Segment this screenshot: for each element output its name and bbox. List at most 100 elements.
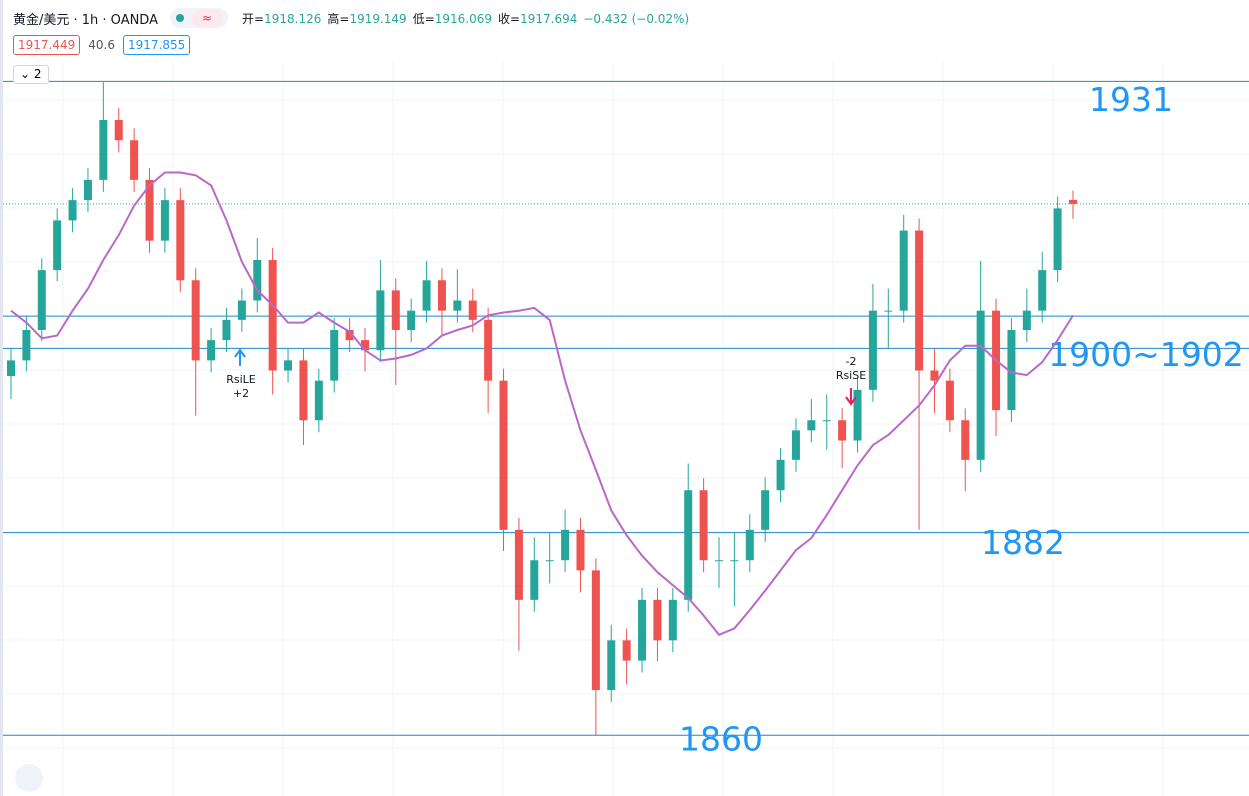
candle-body xyxy=(191,280,200,361)
market-dot xyxy=(175,14,184,22)
candle-body xyxy=(514,529,523,600)
candle-body xyxy=(730,560,739,562)
candle-body xyxy=(915,230,924,371)
candle-body xyxy=(1022,310,1031,330)
candle-body xyxy=(468,300,477,320)
candle-body xyxy=(838,420,847,441)
candle-body xyxy=(99,120,108,180)
symbol[interactable]: 黄金/美元 · 1h · OANDA xyxy=(13,12,158,28)
candle-body xyxy=(961,420,970,460)
signal-label: RsiLE xyxy=(226,373,256,386)
candle-body xyxy=(130,140,139,180)
ohlc-value: 1918.126 xyxy=(264,11,322,26)
candle-body xyxy=(22,329,31,361)
candle-body xyxy=(761,490,770,530)
candle-body xyxy=(668,599,677,641)
ohlc-value: 1917.694 xyxy=(520,11,578,26)
moving-average xyxy=(10,171,1074,637)
level-label: 1882 xyxy=(981,523,1065,562)
candle-body xyxy=(299,360,308,421)
change: −0.432 (−0.02%) xyxy=(583,11,690,26)
status[interactable]: ≈ xyxy=(169,8,229,28)
candle-body xyxy=(530,560,539,600)
candle-body xyxy=(607,640,616,691)
candle-body xyxy=(745,529,754,561)
candle-body xyxy=(945,380,954,421)
candle-body xyxy=(807,420,816,431)
candle-body xyxy=(976,310,985,460)
candle-body xyxy=(899,230,908,311)
collapse-button[interactable]: ⌄ 2 xyxy=(13,65,49,84)
candle-body xyxy=(422,280,431,311)
candle-body xyxy=(622,640,631,661)
candle-body xyxy=(684,490,693,600)
candle-body xyxy=(7,360,15,377)
ohlc-key: 收= xyxy=(498,11,521,26)
ohlc: 开=1918.126 高=1919.149 低=1916.069 收=1917.694… xyxy=(242,10,695,27)
candle-body xyxy=(284,360,293,371)
candle-body xyxy=(68,200,77,221)
candle-body xyxy=(176,200,185,281)
candle-body xyxy=(1069,199,1077,204)
candle-body xyxy=(1038,270,1047,311)
badge: ≈ xyxy=(191,9,223,27)
candle-body xyxy=(361,340,369,351)
candle-body xyxy=(268,260,277,371)
candle-body xyxy=(376,290,385,351)
legend-header: 黄金/美元 · 1h · OANDA ≈ 开=1918.126 高=1919.14… xyxy=(13,8,695,28)
level-label: 1900~1902 xyxy=(1048,335,1244,374)
candle-body xyxy=(453,300,462,311)
candle-body xyxy=(653,599,662,641)
candle-body xyxy=(715,560,723,562)
signal-size: +2 xyxy=(233,387,249,400)
candle-body xyxy=(545,560,554,562)
signal-arrow-long xyxy=(234,348,246,366)
candle-body xyxy=(884,310,893,312)
candle-body xyxy=(437,280,446,311)
candle-body xyxy=(345,329,354,341)
collapse-count: 2 xyxy=(33,67,42,81)
candle-body xyxy=(160,200,169,241)
signal-size: -2 xyxy=(846,355,857,368)
candle-body xyxy=(83,179,92,201)
candle-body xyxy=(1053,208,1062,271)
candle-body xyxy=(776,459,785,491)
ohlc-key: 低= xyxy=(412,11,435,26)
candle-body xyxy=(591,570,600,691)
candle-body xyxy=(314,380,323,421)
quote-row: 1917.449 40.6 1917.855 xyxy=(13,35,191,55)
candle-body xyxy=(822,420,831,422)
candle-body xyxy=(561,529,570,561)
candle-body xyxy=(930,370,939,381)
candle-body xyxy=(207,340,216,361)
candle-body xyxy=(853,389,862,441)
signal-arrow-short xyxy=(845,388,857,406)
ohlc-key: 高= xyxy=(327,11,350,26)
spread: 40.6 xyxy=(88,38,115,52)
candle-body xyxy=(484,319,493,381)
level-label: 1860 xyxy=(679,720,763,759)
candle-body xyxy=(638,599,647,661)
candle-body xyxy=(499,380,508,530)
logo[interactable] xyxy=(15,764,43,792)
bid[interactable]: 1917.449 xyxy=(13,35,81,55)
candle-body xyxy=(237,300,246,320)
candle-body xyxy=(37,270,46,330)
candle-body xyxy=(407,310,416,330)
candle-body xyxy=(114,120,123,141)
ask[interactable]: 1917.855 xyxy=(122,35,191,55)
ohlc-key: 开= xyxy=(242,11,265,26)
candle-body xyxy=(1007,329,1016,411)
candle-body xyxy=(791,430,800,460)
candle-body xyxy=(868,310,877,390)
signal-label: RsiSE xyxy=(836,369,866,382)
level-label: 1931 xyxy=(1089,80,1173,119)
candle-body xyxy=(391,290,400,330)
candle-body xyxy=(330,329,339,381)
candle-body xyxy=(53,220,62,271)
candle-body xyxy=(145,179,154,241)
candle-body xyxy=(699,490,708,561)
candle-body xyxy=(222,319,231,341)
